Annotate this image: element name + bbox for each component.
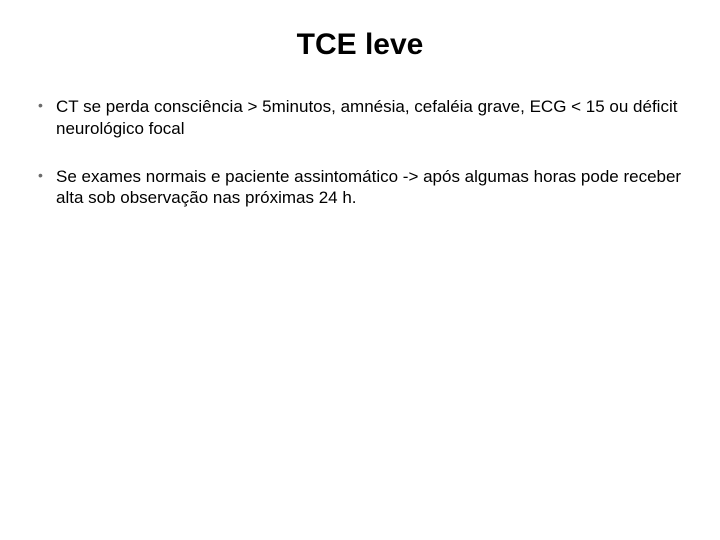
bullet-item: Se exames normais e paciente assintomáti… bbox=[38, 166, 688, 210]
slide-title: TCE leve bbox=[32, 28, 688, 62]
bullet-list: CT se perda consciência > 5minutos, amné… bbox=[32, 96, 688, 209]
bullet-item: CT se perda consciência > 5minutos, amné… bbox=[38, 96, 688, 140]
slide-container: TCE leve CT se perda consciência > 5minu… bbox=[0, 0, 720, 540]
